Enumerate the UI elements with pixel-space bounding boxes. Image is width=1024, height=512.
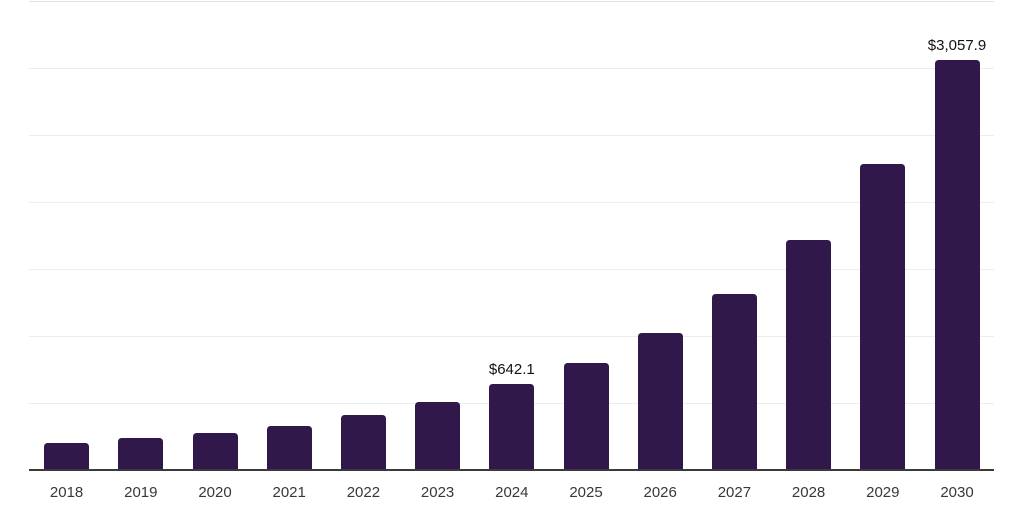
bar-2026	[637, 333, 683, 470]
bar-2025	[563, 362, 609, 470]
x-tick-2026: 2026	[643, 484, 677, 501]
bar-2020	[192, 433, 238, 470]
bar-2029	[860, 164, 906, 470]
x-tick-2029: 2029	[866, 484, 900, 501]
x-tick-2021: 2021	[272, 484, 306, 501]
x-tick-2019: 2019	[124, 484, 158, 501]
x-tick-2025: 2025	[569, 484, 603, 501]
x-tick-2024: 2024	[495, 484, 529, 501]
bar-2018	[44, 443, 90, 470]
bar-2023	[415, 401, 461, 470]
bar-2024	[489, 383, 535, 470]
x-tick-2030: 2030	[940, 484, 974, 501]
gridline	[29, 202, 994, 203]
bar-2027	[711, 294, 757, 470]
value-label-2024: $642.1	[488, 360, 535, 378]
bar-2028	[786, 239, 832, 470]
gridline	[29, 68, 994, 69]
bar-2019	[118, 437, 164, 470]
bar-2030	[934, 60, 980, 470]
gridline	[29, 336, 994, 337]
x-tick-2020: 2020	[198, 484, 232, 501]
x-tick-2018: 2018	[49, 484, 84, 501]
gridline	[29, 135, 994, 136]
plot-area: $642.1 $3,057.9	[29, 0, 994, 471]
x-axis-line	[29, 469, 994, 471]
x-tick-2022: 2022	[346, 484, 381, 501]
x-tick-2028: 2028	[791, 484, 826, 501]
x-tick-2023: 2023	[420, 484, 455, 501]
gridline	[29, 269, 994, 270]
value-label-2030: $3,057.9	[927, 37, 987, 55]
x-tick-2027: 2027	[717, 484, 752, 501]
bar-2022	[340, 415, 386, 470]
bar-2021	[266, 426, 312, 470]
gridline	[29, 1, 994, 2]
